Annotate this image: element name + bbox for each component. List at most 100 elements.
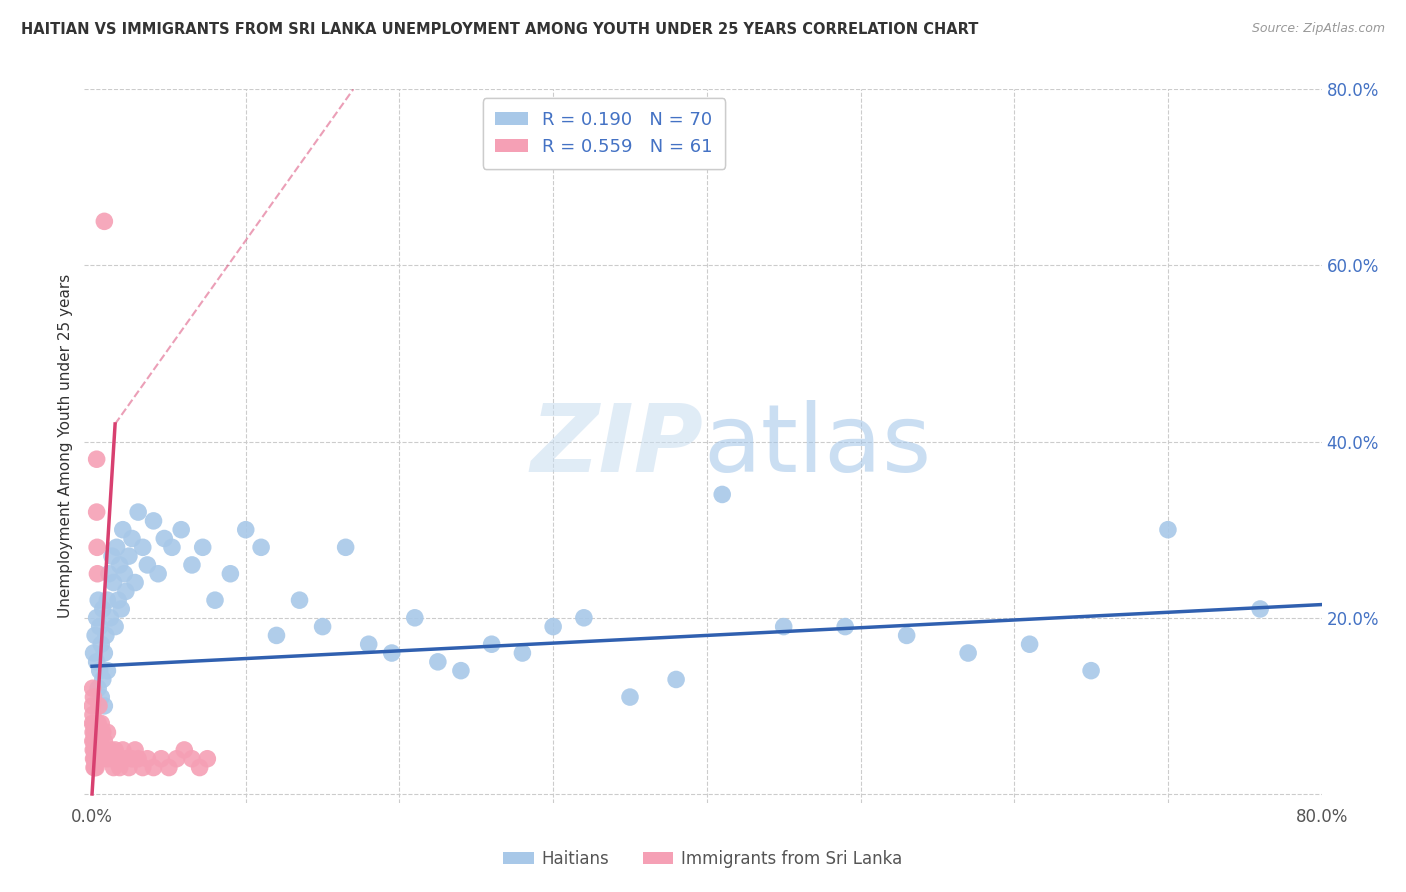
Point	[82, 690, 104, 704]
Point	[1249, 602, 1271, 616]
Point	[112, 566, 135, 581]
Point	[82, 734, 104, 748]
Point	[127, 752, 149, 766]
Point	[111, 523, 134, 537]
Point	[91, 673, 114, 687]
Point	[107, 593, 129, 607]
Point	[121, 532, 143, 546]
Point	[1018, 637, 1040, 651]
Point	[166, 752, 188, 766]
Point	[619, 690, 641, 704]
Point	[111, 743, 134, 757]
Point	[665, 673, 688, 687]
Point	[82, 707, 104, 722]
Point	[84, 725, 107, 739]
Text: atlas: atlas	[703, 400, 931, 492]
Point	[93, 646, 115, 660]
Point	[90, 637, 112, 651]
Point	[94, 743, 117, 757]
Point	[100, 743, 122, 757]
Point	[84, 760, 107, 774]
Point	[82, 725, 104, 739]
Point	[97, 566, 120, 581]
Point	[91, 725, 114, 739]
Point	[100, 611, 122, 625]
Point	[87, 593, 110, 607]
Point	[84, 734, 107, 748]
Point	[136, 558, 159, 572]
Point	[101, 549, 124, 563]
Y-axis label: Unemployment Among Youth under 25 years: Unemployment Among Youth under 25 years	[58, 274, 73, 618]
Point	[83, 752, 105, 766]
Point	[121, 752, 143, 766]
Point	[1080, 664, 1102, 678]
Point	[94, 628, 117, 642]
Point	[142, 760, 165, 774]
Point	[266, 628, 288, 642]
Point	[124, 575, 146, 590]
Point	[957, 646, 980, 660]
Point	[311, 619, 333, 633]
Point	[108, 558, 131, 572]
Point	[86, 505, 108, 519]
Text: ZIP: ZIP	[530, 400, 703, 492]
Point	[170, 523, 193, 537]
Point	[157, 760, 180, 774]
Point	[142, 514, 165, 528]
Point	[101, 752, 124, 766]
Point	[404, 611, 426, 625]
Point	[83, 725, 105, 739]
Point	[288, 593, 311, 607]
Point	[83, 760, 105, 774]
Point	[191, 541, 214, 555]
Point	[83, 743, 105, 757]
Point	[83, 716, 105, 731]
Point	[87, 698, 110, 713]
Point	[181, 558, 204, 572]
Text: HAITIAN VS IMMIGRANTS FROM SRI LANKA UNEMPLOYMENT AMONG YOUTH UNDER 25 YEARS COR: HAITIAN VS IMMIGRANTS FROM SRI LANKA UNE…	[21, 22, 979, 37]
Point	[235, 523, 257, 537]
Point	[87, 743, 110, 757]
Point	[93, 214, 115, 228]
Point	[104, 619, 127, 633]
Point	[93, 734, 115, 748]
Point	[83, 734, 105, 748]
Point	[82, 743, 104, 757]
Point	[82, 716, 104, 731]
Point	[896, 628, 918, 642]
Point	[173, 743, 195, 757]
Point	[250, 541, 273, 555]
Point	[118, 760, 141, 774]
Point	[96, 725, 118, 739]
Point	[834, 619, 856, 633]
Point	[105, 541, 128, 555]
Point	[572, 611, 595, 625]
Point	[84, 628, 107, 642]
Legend: R = 0.190   N = 70, R = 0.559   N = 61: R = 0.190 N = 70, R = 0.559 N = 61	[482, 98, 725, 169]
Point	[124, 743, 146, 757]
Point	[86, 541, 108, 555]
Point	[96, 752, 118, 766]
Point	[82, 698, 104, 713]
Point	[711, 487, 734, 501]
Point	[181, 752, 204, 766]
Point	[91, 752, 114, 766]
Point	[772, 619, 794, 633]
Point	[96, 593, 118, 607]
Point	[89, 734, 111, 748]
Point	[82, 681, 104, 696]
Point	[1157, 523, 1180, 537]
Point	[93, 698, 115, 713]
Point	[481, 637, 503, 651]
Point	[87, 681, 110, 696]
Point	[86, 452, 108, 467]
Point	[83, 752, 105, 766]
Point	[86, 611, 108, 625]
Point	[115, 584, 138, 599]
Point	[84, 752, 107, 766]
Point	[90, 743, 112, 757]
Point	[86, 655, 108, 669]
Point	[91, 602, 114, 616]
Point	[89, 752, 111, 766]
Point	[146, 566, 169, 581]
